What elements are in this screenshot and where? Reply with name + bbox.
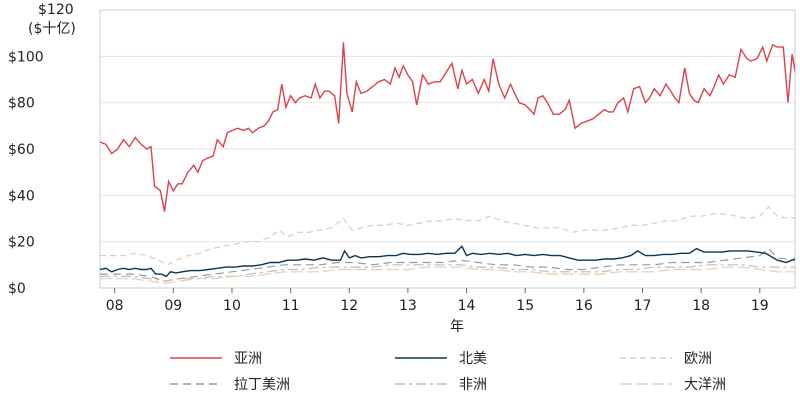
series-line-5 xyxy=(100,266,795,285)
y-tick-label: $60 xyxy=(8,142,35,158)
x-tick-label: 13 xyxy=(399,298,417,314)
legend-label-3: 拉丁美洲 xyxy=(234,377,290,393)
y-tick-label: $40 xyxy=(8,188,35,204)
series-line-3 xyxy=(100,247,795,282)
series-line-4 xyxy=(100,264,795,282)
x-tick-label: 10 xyxy=(223,298,241,314)
legend-label-4: 非洲 xyxy=(459,377,487,393)
x-axis-label: 年 xyxy=(450,319,464,335)
x-tick-label: 14 xyxy=(458,298,476,314)
x-tick-label: 09 xyxy=(164,298,182,314)
y-axis-label-line-2: ($十亿) xyxy=(28,21,76,37)
y-tick-label: $20 xyxy=(8,235,35,251)
y-axis-label-line-1: $120 xyxy=(38,2,74,18)
legend-label-5: 大洋洲 xyxy=(684,377,726,393)
plot-frame xyxy=(99,9,796,289)
x-tick-label: 15 xyxy=(516,298,534,314)
x-tick-label: 12 xyxy=(340,298,358,314)
x-tick-label: 18 xyxy=(692,298,710,314)
x-tick-label: 08 xyxy=(106,298,124,314)
y-tick-label: $80 xyxy=(8,96,35,112)
y-ticks: $0 $20 $40 $60 $80 $100 xyxy=(8,49,44,297)
y-tick-label: $0 xyxy=(8,281,26,297)
x-ticks: 08 09 10 11 12 13 14 15 16 17 18 19 xyxy=(106,288,769,314)
x-tick-label: 19 xyxy=(751,298,769,314)
series-line-1 xyxy=(100,245,795,278)
series-line-0 xyxy=(100,42,795,212)
y-tick-label: $100 xyxy=(8,49,44,65)
x-tick-label: 17 xyxy=(634,298,652,314)
series-lines xyxy=(100,42,795,285)
series-line-2 xyxy=(100,206,795,266)
x-tick-label: 11 xyxy=(282,298,300,314)
legend-label-2: 欧洲 xyxy=(684,351,712,367)
x-tick-label: 16 xyxy=(575,298,593,314)
legend-label-1: 北美 xyxy=(459,351,487,367)
legend-label-0: 亚洲 xyxy=(234,351,262,367)
